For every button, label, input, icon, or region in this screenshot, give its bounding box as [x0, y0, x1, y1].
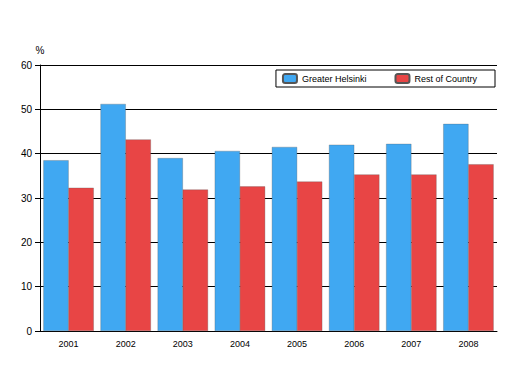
svg-text:%: % [36, 45, 45, 56]
svg-text:20: 20 [21, 237, 33, 248]
svg-text:2008: 2008 [458, 339, 478, 349]
svg-text:40: 40 [21, 148, 33, 159]
svg-text:Greater Helsinki: Greater Helsinki [302, 74, 367, 84]
svg-text:2007: 2007 [401, 339, 421, 349]
svg-text:2005: 2005 [287, 339, 307, 349]
svg-text:2004: 2004 [230, 339, 250, 349]
svg-text:10: 10 [21, 281, 33, 292]
svg-text:2002: 2002 [116, 339, 136, 349]
svg-text:60: 60 [21, 60, 33, 71]
svg-text:50: 50 [21, 104, 33, 115]
svg-text:30: 30 [21, 193, 33, 204]
svg-text:2003: 2003 [173, 339, 193, 349]
svg-text:Rest of Country: Rest of Country [414, 74, 477, 84]
svg-text:2006: 2006 [344, 339, 364, 349]
svg-text:2001: 2001 [59, 339, 79, 349]
svg-text:0: 0 [26, 326, 32, 337]
